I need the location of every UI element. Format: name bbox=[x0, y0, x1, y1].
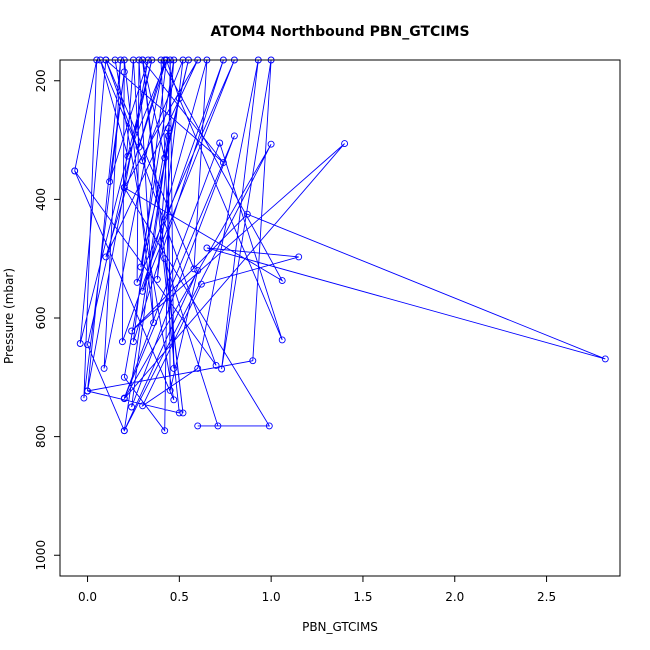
data-point bbox=[218, 365, 226, 373]
x-tick-label: 2.5 bbox=[537, 590, 556, 604]
data-point bbox=[100, 364, 108, 372]
data-point bbox=[179, 409, 187, 417]
data-point bbox=[216, 139, 224, 147]
x-tick-label: 2.0 bbox=[445, 590, 464, 604]
data-point bbox=[80, 394, 88, 402]
data-point bbox=[249, 357, 257, 365]
data-point bbox=[71, 167, 79, 175]
data-point bbox=[212, 361, 220, 369]
data-point bbox=[102, 253, 110, 261]
y-tick-label: 800 bbox=[34, 425, 48, 448]
series-line bbox=[74, 59, 606, 433]
data-point bbox=[128, 327, 136, 335]
data-point bbox=[197, 280, 205, 288]
data-point bbox=[120, 184, 128, 191]
data-point bbox=[170, 364, 178, 372]
y-tick-label: 400 bbox=[34, 188, 48, 211]
y-tick-label: 200 bbox=[34, 69, 48, 92]
series-layer bbox=[71, 56, 609, 435]
data-point bbox=[120, 373, 128, 381]
chart-title: ATOM4 Northbound PBN_GTCIMS bbox=[210, 24, 469, 40]
data-point bbox=[161, 427, 169, 435]
data-point bbox=[194, 267, 202, 275]
x-tick-label: 0.5 bbox=[170, 590, 189, 604]
data-point bbox=[137, 263, 145, 271]
data-point bbox=[84, 341, 91, 349]
data-point bbox=[164, 132, 172, 140]
data-point bbox=[243, 210, 251, 218]
x-tick-label: 1.0 bbox=[262, 590, 281, 604]
data-point bbox=[120, 68, 128, 76]
data-point bbox=[341, 140, 349, 148]
data-point bbox=[164, 124, 172, 132]
data-point bbox=[139, 157, 147, 165]
data-point bbox=[230, 132, 238, 140]
data-point bbox=[194, 364, 202, 372]
data-point bbox=[118, 338, 126, 346]
data-point bbox=[153, 275, 161, 283]
data-point bbox=[139, 402, 147, 410]
data-point bbox=[128, 403, 136, 411]
y-axis-label: Pressure (mbar) bbox=[2, 268, 16, 364]
data-point bbox=[150, 319, 158, 327]
data-point bbox=[139, 287, 147, 295]
y-tick-label: 600 bbox=[34, 307, 48, 330]
x-tick-label: 0.0 bbox=[78, 590, 97, 604]
plot-frame bbox=[59, 59, 621, 577]
y-tick-label: 1000 bbox=[34, 540, 48, 571]
data-point bbox=[135, 143, 143, 151]
data-point bbox=[120, 395, 128, 403]
data-point bbox=[84, 387, 91, 395]
data-point bbox=[203, 244, 211, 252]
data-point bbox=[166, 386, 174, 394]
data-point bbox=[124, 152, 132, 160]
data-point bbox=[278, 277, 286, 285]
data-point bbox=[129, 338, 137, 346]
data-point bbox=[175, 95, 183, 103]
data-point bbox=[265, 422, 273, 430]
data-point bbox=[106, 178, 114, 186]
data-point bbox=[219, 159, 227, 167]
data-point bbox=[278, 336, 286, 344]
data-point bbox=[133, 278, 141, 286]
data-point bbox=[214, 422, 222, 430]
data-point bbox=[161, 154, 169, 162]
data-point bbox=[267, 140, 275, 148]
x-axis-label: PBN_GTCIMS bbox=[302, 620, 378, 634]
data-point bbox=[190, 265, 198, 273]
data-point bbox=[76, 340, 84, 347]
x-tick-label: 1.5 bbox=[353, 590, 372, 604]
data-point bbox=[120, 427, 128, 435]
data-point bbox=[161, 255, 169, 263]
series-0 bbox=[71, 56, 609, 435]
data-point bbox=[170, 396, 178, 404]
data-point bbox=[295, 253, 303, 261]
data-point bbox=[601, 355, 609, 363]
data-point bbox=[194, 422, 202, 430]
data-point bbox=[175, 409, 183, 417]
